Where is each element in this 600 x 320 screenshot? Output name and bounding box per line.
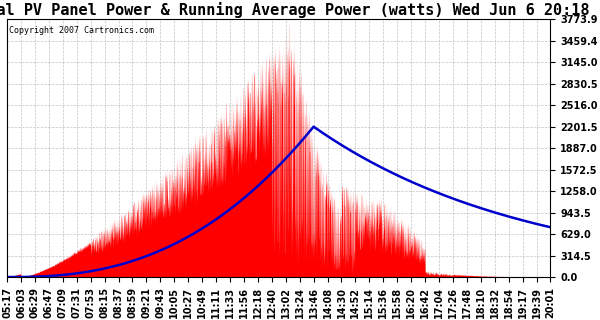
Text: Copyright 2007 Cartronics.com: Copyright 2007 Cartronics.com	[9, 26, 154, 35]
Title: Total PV Panel Power & Running Average Power (watts) Wed Jun 6 20:18: Total PV Panel Power & Running Average P…	[0, 2, 589, 18]
